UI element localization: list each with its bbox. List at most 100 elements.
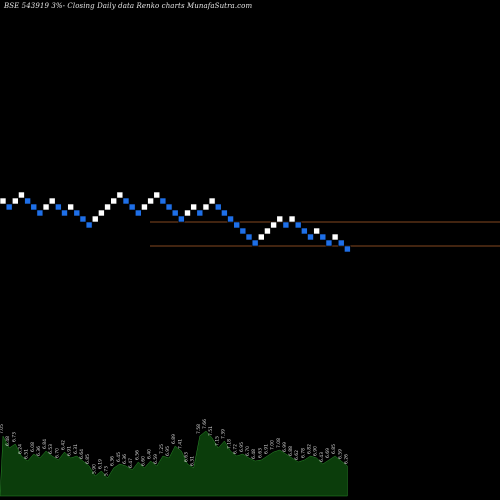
volume-label: 6.69 [325, 448, 331, 458]
renko-brick-up [288, 215, 296, 223]
renko-brick-up [18, 191, 25, 199]
renko-brick-down [24, 197, 31, 205]
renko-brick-down [239, 227, 247, 235]
volume-label: 6.31 [73, 444, 79, 454]
volume-label: 7.51 [208, 426, 214, 436]
renko-brick-up [110, 197, 117, 205]
volume-label: 6.85 [85, 454, 91, 464]
volume-label: 7.05 [0, 424, 5, 434]
renko-brick-down [5, 203, 13, 211]
renko-brick-down [214, 203, 222, 211]
renko-brick-down [227, 215, 234, 223]
renko-brick-down [294, 221, 302, 229]
volume-label: 6.47 [128, 458, 134, 468]
renko-brick-up [270, 221, 277, 229]
volume-label: 6.51 [24, 449, 30, 459]
renko-brick-down [307, 233, 314, 241]
volume-label: 6.26 [343, 454, 349, 464]
renko-brick-down [61, 209, 68, 217]
volume-label: 6.36 [36, 446, 42, 456]
volume-label: 6.72 [233, 444, 239, 454]
renko-brick-down [178, 215, 185, 223]
volume-area [0, 430, 348, 497]
renko-brick-up [42, 203, 50, 211]
renko-brick-down [233, 221, 240, 229]
volume-label: 6.89 [171, 434, 177, 444]
volume-label: 6.91 [67, 446, 73, 456]
volume-label: 6.56 [134, 450, 140, 460]
renko-brick-up [141, 203, 148, 211]
volume-label: 5.90 [91, 464, 97, 474]
volume-label: 7.08 [276, 438, 282, 448]
volume-label: 7.15 [214, 436, 220, 446]
volume-label: 6.40 [147, 449, 153, 459]
renko-brick-down [165, 203, 173, 211]
renko-brick-up [104, 203, 111, 211]
volume-label: 7.25 [159, 444, 165, 454]
volume-label: 6.90 [313, 446, 319, 456]
renko-brick-down [251, 239, 259, 247]
renko-brick-down [135, 209, 142, 217]
renko-brick-up [147, 197, 154, 205]
renko-brick-down [319, 233, 327, 241]
renko-brick-up [153, 191, 161, 199]
volume-label: 6.70 [245, 446, 251, 456]
renko-brick-down [159, 197, 167, 205]
volume-label: 6.24 [17, 444, 23, 454]
renko-brick-down [128, 203, 136, 211]
renko-brick-down [325, 239, 333, 247]
volume-label: 7.58 [196, 424, 202, 434]
volume-label: 6.78 [300, 448, 306, 458]
volume-label: 6.19 [97, 459, 103, 469]
renko-brick-down [73, 209, 81, 217]
renko-brick-up [264, 227, 271, 235]
volume-label: 7.00 [270, 440, 276, 450]
volume-label: 6.59 [337, 449, 343, 459]
volume-label: 6.85 [331, 444, 337, 454]
volume-label: 6.84 [42, 439, 48, 449]
volume-label: 6.64 [79, 449, 85, 459]
volume-label: 6.95 [165, 446, 171, 456]
renko-brick-up [91, 215, 99, 223]
renko-brick-up [0, 197, 7, 205]
renko-brick-down [85, 221, 93, 229]
renko-brick-down [282, 221, 290, 229]
volume-label: 6.91 [263, 444, 269, 454]
renko-brick-up [202, 203, 210, 211]
volume-label: 6.63 [257, 448, 263, 458]
renko-brick-up [276, 215, 284, 223]
volume-label: 6.48 [5, 436, 11, 446]
volume-label: 7.66 [202, 419, 208, 429]
renko-brick-up [313, 227, 320, 235]
volume-label: 6.59 [153, 454, 159, 464]
volume-label: 6.43 [319, 452, 325, 462]
renko-brick-up [48, 197, 56, 205]
renko-brick-up [67, 203, 74, 211]
renko-brick-down [30, 203, 38, 211]
renko-brick-up [257, 233, 265, 241]
volume-label: 6.82 [307, 444, 313, 454]
volume-label: 6.63 [184, 452, 190, 462]
renko-brick-down [171, 209, 179, 217]
volume-label: 7.41 [177, 439, 183, 449]
volume-label: 7.39 [220, 429, 226, 439]
volume-label: 6.53 [48, 444, 54, 454]
renko-brick-up [98, 209, 105, 217]
renko-brick-up [190, 203, 197, 211]
renko-bricks [0, 191, 351, 253]
renko-brick-up [331, 233, 339, 241]
renko-brick-down [344, 245, 351, 253]
renko-brick-down [245, 233, 253, 241]
renko-brick-up [12, 197, 19, 205]
renko-brick-up [208, 197, 216, 205]
volume-label: 6.88 [288, 446, 294, 456]
renko-brick-down [36, 209, 44, 217]
volume-label: 7.18 [227, 439, 233, 449]
renko-brick-up [116, 191, 124, 199]
volume-label: 6.31 [190, 456, 196, 466]
chart-title: BSE 543919 3%- Closing Daily data Renko … [4, 2, 253, 10]
volume-label: 6.36 [110, 456, 116, 466]
renko-brick-down [337, 239, 345, 247]
